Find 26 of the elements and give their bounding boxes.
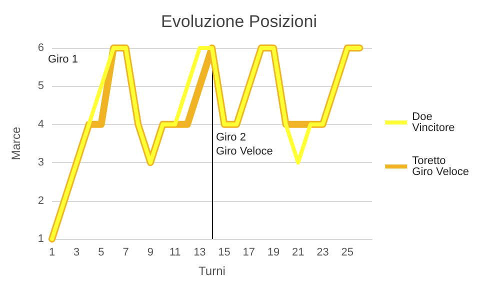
- chart-title: Evoluzione Posizioni: [161, 12, 317, 31]
- x-tick-label: 3: [74, 246, 80, 258]
- x-tick-label: 5: [98, 246, 104, 258]
- x-tick-label: 7: [122, 246, 129, 258]
- x-tick-label: 19: [267, 246, 280, 258]
- y-tick-label: 2: [38, 194, 44, 207]
- legend-label: Toretto Giro Veloce: [412, 155, 470, 178]
- y-tick-label: 1: [38, 233, 44, 245]
- y-axis-title: Marce: [9, 126, 23, 160]
- x-tick-label: 1: [48, 246, 56, 258]
- x-axis-title: Turni: [198, 264, 226, 278]
- y-tick-label: 4: [38, 118, 44, 130]
- x-tick-label: 23: [316, 246, 329, 258]
- x-tick-label: 21: [292, 246, 304, 258]
- x-tick-label: 11: [169, 246, 181, 258]
- legend-label: Doe Vincitore: [412, 111, 455, 134]
- ref-line-label: Giro 2 Giro Veloce: [216, 131, 273, 158]
- y-tick-label: 6: [38, 42, 44, 54]
- x-tick-label: 13: [194, 246, 206, 258]
- x-tick-label: 17: [242, 246, 256, 258]
- x-tick-label: 15: [218, 246, 230, 258]
- x-tick-label: 9: [147, 246, 154, 258]
- x-tick-label: 25: [341, 246, 354, 258]
- y-tick-label: 5: [38, 80, 44, 92]
- annotation: Giro 1: [48, 54, 78, 66]
- y-tick-label: 3: [38, 156, 44, 169]
